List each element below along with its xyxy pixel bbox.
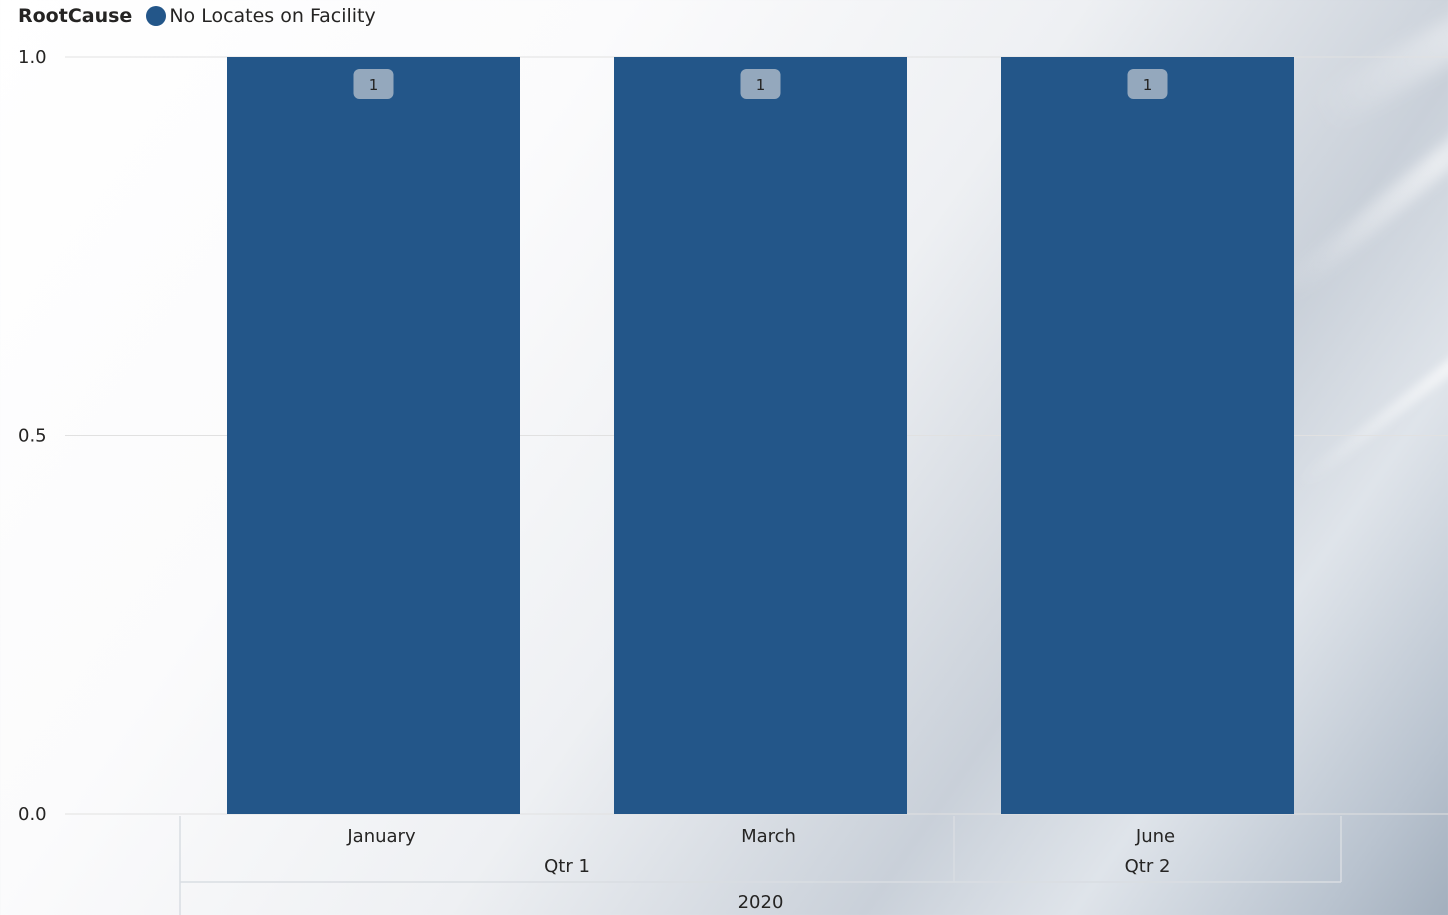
data-label: 1: [1143, 76, 1153, 94]
legend: RootCause No Locates on Facility: [18, 4, 376, 28]
quarter-label: Qtr 2: [1125, 856, 1171, 877]
x-tick-label: January: [346, 826, 416, 847]
quarter-label: Qtr 1: [544, 856, 590, 877]
data-label-box: [740, 69, 781, 99]
data-label-box: [1127, 69, 1168, 99]
bar: [227, 57, 520, 814]
x-tick-label: March: [741, 826, 796, 847]
bar: [614, 57, 907, 814]
data-label: 1: [369, 76, 379, 94]
data-label: 1: [756, 76, 766, 94]
y-tick-label: 1.0: [18, 47, 47, 68]
legend-title: RootCause: [18, 5, 133, 27]
legend-dot-icon: [146, 6, 167, 26]
y-tick-label: 0.0: [18, 804, 47, 825]
y-tick-label: 0.5: [18, 426, 47, 447]
legend-item-label: No Locates on Facility: [169, 5, 376, 27]
year-label: 2020: [738, 892, 784, 913]
data-label-box: [353, 69, 394, 99]
x-tick-label: June: [1135, 826, 1175, 847]
bar: [1001, 57, 1294, 814]
